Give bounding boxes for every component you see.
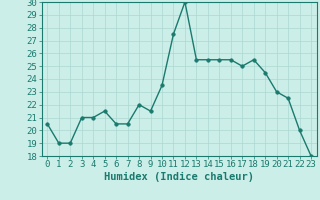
X-axis label: Humidex (Indice chaleur): Humidex (Indice chaleur) <box>104 172 254 182</box>
